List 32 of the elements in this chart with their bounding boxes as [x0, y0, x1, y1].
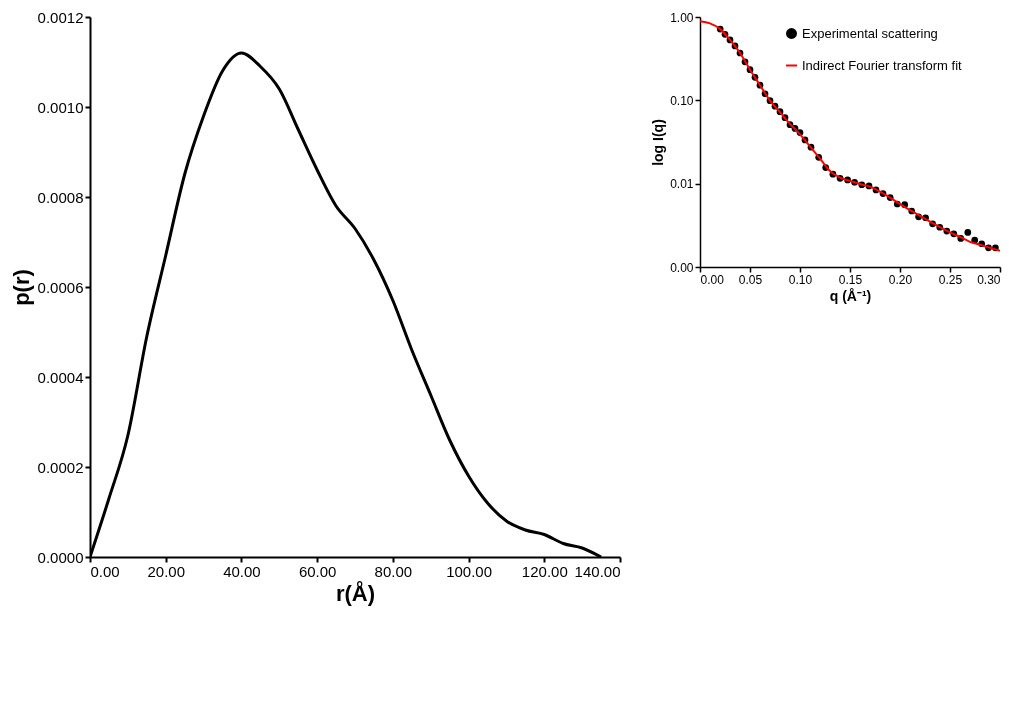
x-axis-title: r(Å): [335, 579, 376, 606]
y-tick-label: 0.0008: [37, 188, 84, 206]
x-tick-label: 100.00: [446, 562, 493, 580]
x-tick-label: 20.00: [147, 562, 185, 580]
x-tick-label: 120.00: [521, 562, 568, 580]
y-tick-label: 0.01: [670, 177, 694, 192]
legend-label: Indirect Fourier transform fit: [802, 57, 963, 73]
x-tick-label: 80.00: [374, 562, 413, 580]
y-tick-label: 1.00: [670, 10, 694, 25]
y-tick-label: 0.00: [670, 260, 694, 275]
x-tick-label: 0.15: [838, 272, 863, 287]
y-tick-label: 0.0006: [37, 278, 84, 296]
y-tick-label: 0.0000: [37, 548, 84, 566]
x-tick-label: 0.25: [938, 272, 963, 287]
x-tick-label: 0.00: [90, 562, 120, 580]
y-tick-label: 0.0004: [37, 368, 84, 386]
x-tick-label: 40.00: [223, 562, 261, 580]
y-tick-label: 0.0002: [37, 458, 84, 476]
y-tick-label: 0.0012: [37, 8, 84, 26]
y-axis-title: p(r): [8, 269, 34, 306]
x-tick-label: 0.30: [977, 272, 1001, 287]
y-tick-label: 0.10: [670, 93, 694, 108]
x-axis-title: q (Å⁻¹): [829, 287, 872, 304]
legend-label: Experimental scattering: [802, 25, 938, 41]
x-tick-label: 60.00: [298, 562, 337, 580]
y-axis-title: log I(q): [650, 119, 667, 166]
x-tick-label: 0.10: [788, 272, 813, 287]
x-tick-label: 0.05: [738, 272, 763, 287]
y-tick-label: 0.0010: [37, 98, 84, 116]
x-tick-label: 0.00: [700, 272, 725, 287]
x-tick-label: 140.00: [574, 562, 621, 580]
x-tick-label: 0.20: [888, 272, 913, 287]
